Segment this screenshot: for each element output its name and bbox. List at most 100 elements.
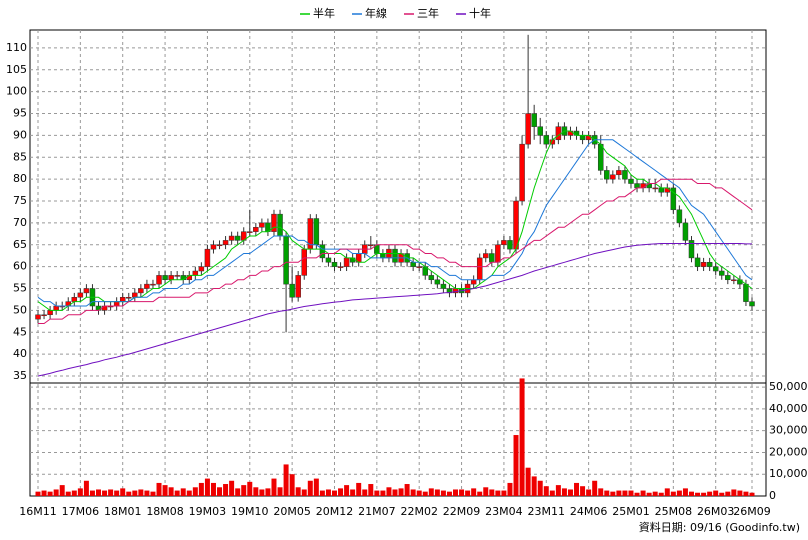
volume-bar	[386, 487, 392, 496]
volume-bar	[453, 489, 459, 496]
volume-bar	[428, 488, 434, 496]
volume-bar	[65, 491, 71, 496]
candle-body	[319, 244, 326, 259]
candle-body	[138, 288, 144, 294]
source-note: 資料日期: 09/16 (Goodinfo.tw)	[639, 520, 800, 534]
x-tick-label: 19M03	[189, 505, 227, 518]
candle-body	[174, 275, 180, 277]
volume-bar	[102, 490, 108, 496]
candle-body	[604, 170, 610, 180]
y-tick-label: 65	[13, 238, 27, 251]
volume-bar	[483, 487, 489, 496]
volume-bar	[223, 484, 229, 496]
volume-bar	[513, 435, 519, 496]
y2-tick-label: 40,000	[769, 402, 808, 415]
volume-bar	[338, 488, 344, 496]
candle-body	[289, 283, 295, 298]
candle-body	[101, 305, 108, 311]
volume-bar	[713, 490, 719, 496]
volume-bar	[180, 488, 186, 496]
candle-body	[144, 283, 150, 289]
volume-bar	[561, 488, 567, 496]
volume-bar	[47, 491, 53, 496]
volume-bar	[295, 487, 301, 496]
volume-bar	[132, 490, 138, 496]
candle-body	[700, 262, 707, 267]
candle-body	[198, 266, 205, 272]
candle-body	[77, 292, 84, 298]
candle-body	[682, 222, 689, 241]
volume-bar	[701, 492, 707, 496]
candle-body	[658, 187, 664, 193]
volume-bar	[646, 492, 652, 496]
volume-bar	[446, 491, 452, 496]
plot-frame	[29, 29, 767, 497]
volume-bar	[440, 490, 446, 496]
volume-bar	[247, 481, 253, 496]
volume-bar	[59, 485, 65, 496]
x-tick-label: 22M02	[400, 505, 438, 518]
volume-bar	[743, 491, 749, 496]
volume-bar	[331, 490, 337, 496]
candle-body	[749, 301, 755, 307]
volume-bar	[325, 489, 331, 496]
volume-bar	[289, 474, 295, 496]
legend-label: 十年	[469, 6, 491, 20]
volume-bar	[567, 489, 573, 496]
y-tick-label: 60	[13, 260, 27, 273]
volume-bar	[586, 489, 592, 496]
volume-bar	[622, 490, 628, 496]
volume-bar	[301, 489, 307, 496]
volume-bar	[525, 467, 531, 496]
candle-body	[507, 240, 513, 250]
y2-tick-label: 20,000	[769, 445, 808, 458]
volume-bar	[434, 489, 440, 496]
candle-body	[597, 143, 604, 171]
volume-bar	[465, 490, 471, 496]
candle-body	[150, 283, 156, 286]
volume-bar	[422, 491, 428, 496]
x-tick-label: 24M06	[570, 505, 608, 518]
candle-body	[670, 187, 677, 211]
volume-bar	[719, 492, 725, 496]
volume-bar	[537, 480, 543, 496]
volume-bar	[259, 489, 265, 496]
legend-label: 三年	[417, 6, 439, 20]
candle-body	[428, 275, 435, 281]
candle-body	[222, 240, 229, 246]
candle-body	[337, 266, 344, 268]
volume-bar	[319, 490, 325, 496]
volume-bar	[658, 492, 664, 496]
volume-bar	[89, 490, 95, 496]
candle-body	[331, 262, 338, 267]
y-tick-label: 50	[13, 303, 27, 316]
volume-bar	[114, 490, 120, 496]
volume-bar	[495, 490, 501, 496]
y-tick-label: 80	[13, 172, 27, 185]
candle-body	[628, 178, 634, 184]
y-tick-label: 35	[13, 369, 27, 382]
volume-bar	[235, 488, 241, 496]
candle-body	[483, 253, 489, 259]
volume-bar	[410, 489, 416, 496]
ma-line	[38, 178, 753, 324]
candle-body	[743, 283, 749, 302]
volume-bar	[549, 490, 555, 496]
volume-bar	[628, 490, 634, 496]
x-tick-label: 18M01	[104, 505, 142, 518]
volume-bar	[83, 480, 89, 496]
candle-body	[543, 135, 550, 145]
ma-line	[37, 243, 752, 377]
candle-body	[283, 235, 289, 285]
candle-body	[616, 170, 622, 176]
candle-body	[83, 288, 90, 294]
volume-bar	[574, 482, 580, 496]
y-tick-label: 75	[13, 194, 27, 207]
volume-bar	[210, 482, 216, 496]
volume-bar	[682, 488, 688, 496]
volume-bar	[676, 490, 682, 496]
candle-body	[495, 244, 501, 263]
candle-body	[325, 257, 332, 263]
volume-bar	[725, 491, 731, 496]
